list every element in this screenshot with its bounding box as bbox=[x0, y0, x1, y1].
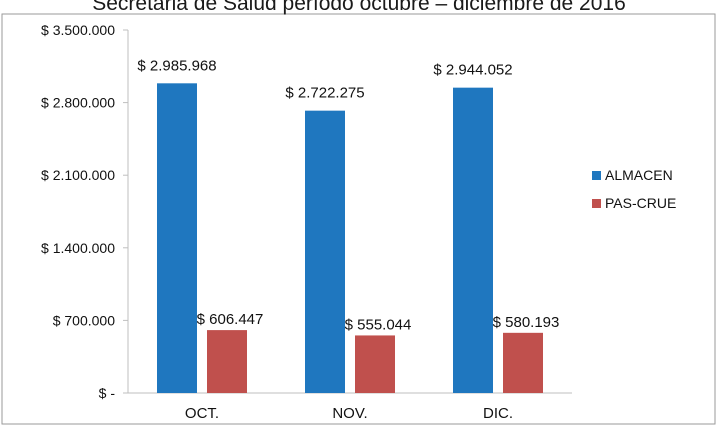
chart-frame bbox=[1, 13, 716, 425]
y-tick-label: $ 1.400.000 bbox=[41, 240, 115, 256]
data-label: $ 555.044 bbox=[345, 316, 412, 333]
bar-pas-crue-2 bbox=[503, 332, 543, 393]
legend-label: ALMACEN bbox=[605, 167, 673, 183]
bar-pas-crue-1 bbox=[355, 335, 395, 393]
x-tick-label: DIC. bbox=[483, 405, 513, 422]
y-tick-label: $ 700.000 bbox=[53, 312, 115, 328]
legend-label: PAS-CRUE bbox=[605, 195, 676, 211]
y-axis-ticks: $ - $ 700.000 $ 1.400.000 $ 2.100.000 $ 2.80… bbox=[41, 22, 128, 401]
y-tick-label: $ 3.500.000 bbox=[41, 22, 115, 38]
x-tick-label: OCT. bbox=[185, 405, 219, 422]
bars bbox=[157, 83, 543, 393]
legend-swatch-pas-crue bbox=[592, 199, 601, 208]
x-tick-label: NOV. bbox=[332, 405, 367, 422]
x-axis-categories: OCT. NOV. DIC. bbox=[185, 405, 513, 422]
legend: ALMACEN PAS-CRUE bbox=[592, 167, 676, 211]
bar-pas-crue-0 bbox=[207, 330, 247, 393]
data-label: $ 2.722.275 bbox=[285, 85, 364, 102]
y-tick-label: $ 2.800.000 bbox=[41, 95, 115, 111]
data-label: $ 606.447 bbox=[197, 311, 264, 328]
legend-swatch-almacen bbox=[592, 171, 601, 180]
y-tick-label: $ 2.100.000 bbox=[41, 167, 115, 183]
data-label: $ 2.944.052 bbox=[433, 62, 512, 79]
data-label: $ 2.985.968 bbox=[137, 57, 216, 74]
data-label: $ 580.193 bbox=[493, 314, 560, 331]
y-tick-label: $ - bbox=[99, 385, 116, 401]
data-labels: $ 2.985.968 $ 606.447 $ 2.722.275 $ 555.044… bbox=[137, 57, 559, 333]
bar-almacen-1 bbox=[305, 110, 345, 393]
bar-almacen-0 bbox=[157, 83, 197, 393]
chart-title: Secretaria de Salud período octubre – di… bbox=[92, 0, 626, 15]
bar-almacen-2 bbox=[453, 87, 493, 393]
